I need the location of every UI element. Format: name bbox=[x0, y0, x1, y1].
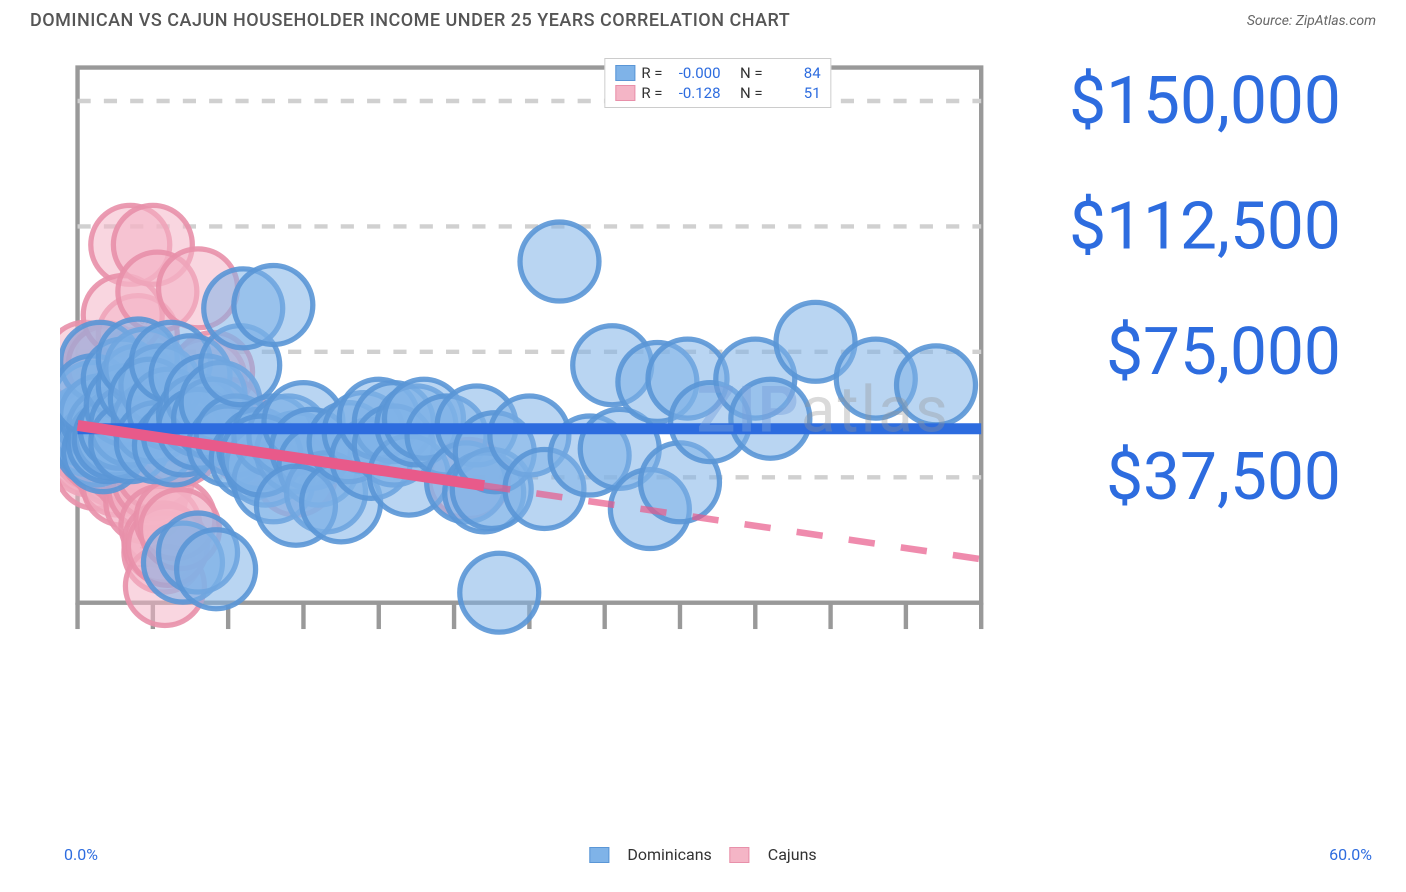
svg-text:$37,500: $37,500 bbox=[1106, 439, 1341, 516]
bottom-legend: Dominicans Cajuns bbox=[589, 845, 816, 864]
stats-legend-box: R =-0.000 N =84 R =-0.128 N =51 bbox=[604, 58, 831, 108]
svg-text:$112,500: $112,500 bbox=[1069, 188, 1341, 265]
scatter-plot: $37,500 $75,000 $112,500 $150,000 bbox=[60, 50, 1376, 708]
x-axis-max-label: 60.0% bbox=[1329, 845, 1372, 864]
legend-swatch-dominicans bbox=[589, 847, 609, 863]
swatch-dominicans bbox=[615, 65, 635, 81]
chart-area: $37,500 $75,000 $112,500 $150,000 R =-0.000… bbox=[60, 50, 1376, 832]
chart-title: DOMINICAN VS CAJUN HOUSEHOLDER INCOME UN… bbox=[30, 10, 790, 31]
legend-label-cajuns: Cajuns bbox=[768, 845, 817, 864]
source-label: Source: ZipAtlas.com bbox=[1247, 13, 1376, 29]
legend-swatch-cajuns bbox=[730, 847, 750, 863]
swatch-cajuns bbox=[615, 85, 635, 101]
svg-text:$75,000: $75,000 bbox=[1106, 314, 1341, 391]
x-axis-min-label: 0.0% bbox=[64, 845, 98, 864]
legend-label-dominicans: Dominicans bbox=[627, 845, 711, 864]
svg-text:$150,000: $150,000 bbox=[1069, 63, 1341, 140]
